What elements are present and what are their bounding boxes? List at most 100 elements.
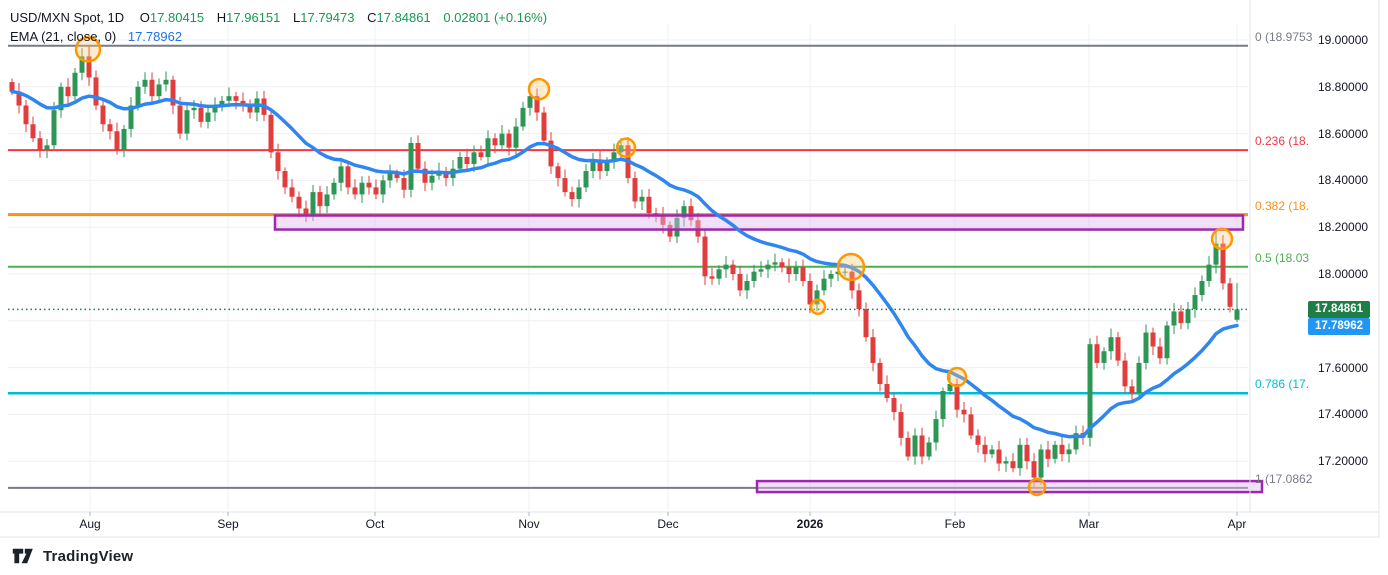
candle-body — [1150, 332, 1156, 347]
candle-body — [1003, 461, 1009, 464]
candle-body — [898, 412, 904, 438]
candle-body — [100, 105, 106, 125]
swing-marker[interactable] — [74, 36, 102, 63]
candle-body — [828, 274, 834, 279]
open-value: O17.80415 — [139, 10, 205, 25]
candle-body — [93, 77, 99, 106]
candle-body — [1115, 337, 1121, 361]
candle-body — [632, 178, 638, 202]
time-axis-label: Feb — [944, 517, 966, 531]
candle-body — [310, 192, 316, 216]
candle-body — [1157, 346, 1163, 359]
highlight-box — [273, 214, 1245, 231]
candle-body — [58, 86, 64, 111]
highlight-box — [755, 479, 1264, 494]
candle-body — [324, 194, 330, 207]
close-value: C17.84861 — [367, 10, 431, 25]
candle-body — [359, 182, 365, 195]
candle-body — [884, 383, 890, 399]
candle-body — [296, 196, 302, 209]
candle-body — [870, 337, 876, 363]
candle-body — [345, 166, 351, 188]
candle-body — [1199, 281, 1205, 296]
time-axis-label: 2026 — [796, 517, 824, 531]
candle-body — [184, 110, 190, 134]
candle-body — [1136, 362, 1142, 394]
candle-body — [555, 166, 561, 179]
candle-body — [198, 107, 204, 122]
candle-body — [513, 126, 519, 148]
candle-body — [1192, 295, 1198, 310]
candle-body — [905, 437, 911, 457]
swing-marker[interactable] — [1210, 227, 1234, 251]
candle-body — [352, 187, 358, 195]
candle-body — [142, 79, 148, 87]
candle-body — [289, 187, 295, 197]
candle-body — [793, 266, 799, 274]
candle-body — [744, 281, 750, 291]
candle-body — [471, 152, 477, 165]
swing-marker[interactable] — [615, 137, 637, 158]
candle-body — [303, 208, 309, 216]
swing-marker[interactable] — [1027, 477, 1047, 497]
time-axis-label: Dec — [657, 517, 679, 531]
candle-body — [114, 131, 120, 150]
candle-body — [128, 105, 134, 129]
candle-body — [926, 442, 932, 457]
candle-body — [940, 391, 946, 420]
candle-body — [807, 281, 813, 305]
chart-legend: USD/MXN Spot, 1D O17.80415 H17.96151 L17… — [10, 8, 556, 46]
candle-body — [702, 236, 708, 277]
candle-body — [772, 262, 778, 265]
ema-legend-label[interactable]: EMA (21, close, 0) — [10, 29, 117, 44]
candle-body — [282, 171, 288, 188]
change-value: 0.02801 (+0.16%) — [443, 10, 548, 25]
candle-body — [863, 309, 869, 338]
candle-body — [1108, 337, 1114, 352]
candle-body — [611, 152, 617, 162]
candle-body — [674, 217, 680, 237]
candle-body — [485, 138, 491, 157]
candle-body — [191, 107, 197, 111]
candle-body — [1220, 243, 1226, 284]
candle-body — [583, 171, 589, 188]
candle-body — [1213, 243, 1219, 265]
candle-body — [226, 96, 232, 101]
candle-body — [954, 383, 960, 410]
candle-body — [37, 138, 43, 150]
candle-body — [1206, 264, 1212, 282]
swing-marker[interactable] — [809, 298, 827, 316]
candle-body — [842, 271, 848, 273]
symbol-title[interactable]: USD/MXN Spot, 1D — [10, 10, 125, 25]
candle-body — [135, 86, 141, 106]
candle-body — [506, 133, 512, 148]
candle-body — [1087, 344, 1093, 438]
candle-body — [835, 271, 841, 274]
candle-body — [387, 173, 393, 181]
time-axis-label: Aug — [79, 517, 101, 531]
candle-body — [163, 79, 169, 85]
candle-body — [779, 262, 785, 267]
candle-body — [1031, 461, 1037, 478]
candle-body — [1185, 309, 1191, 324]
candle-body — [401, 178, 407, 190]
time-axis-label: Oct — [365, 517, 385, 531]
candle-body — [751, 271, 757, 282]
time-axis-label: Sep — [217, 517, 239, 531]
candle-body — [331, 182, 337, 195]
swing-marker[interactable] — [836, 252, 866, 282]
price-axis-label: 18.40000 — [1318, 173, 1369, 188]
ema-value-badge: 17.78962 — [1308, 317, 1370, 335]
candle-body — [1129, 386, 1135, 394]
swing-marker[interactable] — [946, 366, 968, 388]
swing-marker[interactable] — [527, 77, 551, 101]
candle-body — [30, 124, 36, 139]
candle-body — [723, 264, 729, 270]
candle-body — [989, 449, 995, 455]
candle-body — [499, 133, 505, 146]
price-axis-label: 18.80000 — [1318, 79, 1369, 94]
candle-body — [86, 56, 92, 78]
tradingview-attribution[interactable]: TradingView — [12, 546, 133, 566]
candle-body — [933, 419, 939, 443]
